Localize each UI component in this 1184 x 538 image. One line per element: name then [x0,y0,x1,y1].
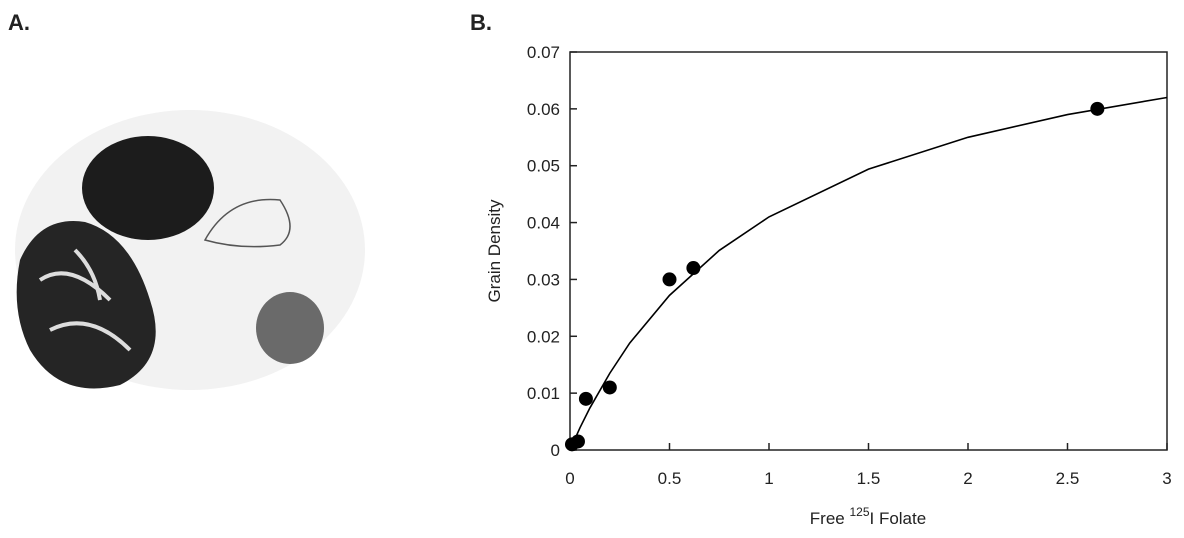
x-tick-label: 3 [1162,469,1171,488]
data-point [686,261,701,276]
x-tick-label: 0.5 [658,469,682,488]
plot-frame [569,51,1168,451]
data-point [1090,101,1105,116]
data-point [602,380,617,395]
y-axis-label: Grain Density [485,199,504,302]
autoradiograph [15,110,365,390]
x-label-part: Free [810,509,850,528]
x-tick-label: 1.5 [857,469,881,488]
y-tick-label: 0.04 [527,214,560,233]
y-tick-label: 0 [551,441,560,460]
y-tick-label: 0.02 [527,327,560,346]
y-tick-label: 0.06 [527,100,560,119]
data-point [662,272,677,287]
x-tick-label: 1 [764,469,773,488]
x-tick-label: 2.5 [1056,469,1080,488]
x-label-part: I Folate [870,509,927,528]
x-axis-label: Free 125I Folate [810,505,926,528]
x-tick-label: 2 [963,469,972,488]
x-label-superscript: 125 [849,505,869,519]
data-point [578,391,593,406]
y-tick-label: 0.03 [527,270,560,289]
chart-title: B. [470,10,492,35]
fit-curve [569,96,1168,451]
x-tick-label: 0 [565,469,574,488]
panel-a-label: A. [8,10,30,35]
data-point [570,434,585,449]
y-tick-label: 0.01 [527,384,560,403]
y-tick-label: 0.05 [527,157,560,176]
y-tick-label: 0.07 [527,43,560,62]
